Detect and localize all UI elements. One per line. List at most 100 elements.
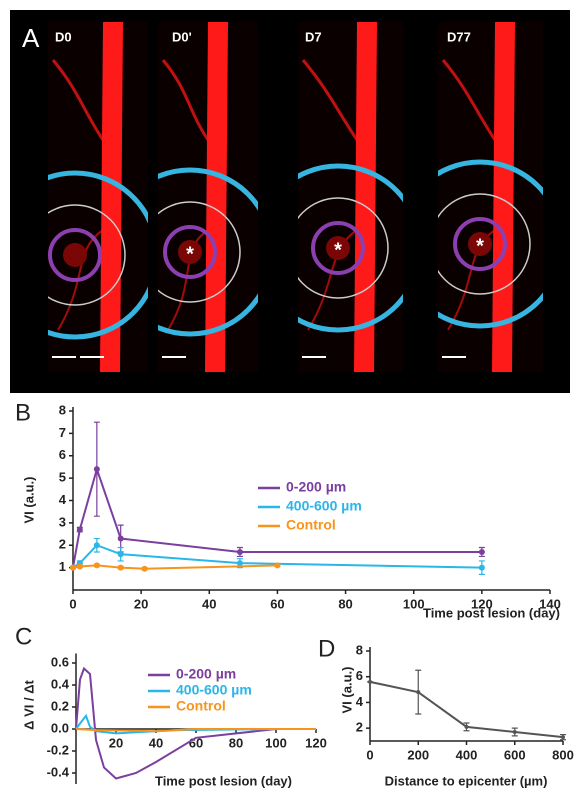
x-tick-label: 0 <box>366 747 373 762</box>
vessel-branch <box>51 59 105 141</box>
data-point <box>236 560 243 567</box>
image-label: D7 <box>305 29 322 44</box>
y-axis-label: Δ VI / Δt <box>21 679 36 729</box>
image-label: D0' <box>172 29 192 44</box>
y-tick-label: 0.4 <box>51 676 70 691</box>
lesion-spot <box>468 232 492 256</box>
x-tick-label: 120 <box>305 735 327 750</box>
micrograph <box>158 22 258 372</box>
middle-ring <box>158 201 241 303</box>
data-point <box>512 730 517 734</box>
lesion-mark: * <box>476 235 484 257</box>
y-tick-label: 1 <box>59 559 66 574</box>
x-tick-label: 100 <box>403 596 425 611</box>
y-tick-label: -0.4 <box>47 764 70 779</box>
vessel <box>205 22 228 372</box>
data-point <box>117 535 124 542</box>
y-tick-label: 7 <box>59 425 66 440</box>
x-tick-label: 60 <box>270 596 284 611</box>
y-tick-label: 6 <box>59 447 66 462</box>
series-line <box>72 465 482 568</box>
lesion-spot <box>178 240 202 264</box>
data-point <box>76 526 83 533</box>
x-tick-label: 80 <box>338 596 352 611</box>
legend-label: 0-200 µm <box>176 666 236 682</box>
x-tick-label: 20 <box>134 596 148 611</box>
panel-label: C <box>15 623 32 650</box>
series-line <box>75 666 277 780</box>
panel-label: B <box>15 399 31 426</box>
data-point <box>141 565 148 572</box>
data-point <box>478 548 485 555</box>
lesion-mark: * <box>334 239 342 261</box>
image-label: D0 <box>55 29 72 44</box>
legend-label: 400-600 µm <box>176 682 252 698</box>
data-point <box>70 564 76 571</box>
x-tick-label: 800 <box>552 747 574 762</box>
inner-ring <box>163 225 217 279</box>
image-label: D77 <box>447 29 471 44</box>
data-point <box>464 724 469 729</box>
data-point <box>117 564 124 571</box>
data-point <box>561 735 565 740</box>
data-point <box>93 562 100 569</box>
outer-ring <box>438 159 543 329</box>
micrograph <box>48 22 148 372</box>
y-tick-label: 3 <box>59 514 66 529</box>
inner-ring <box>48 228 102 282</box>
x-tick-label: 40 <box>149 735 163 750</box>
vessel-branch <box>301 59 359 141</box>
y-axis-label: VI (a.u.) <box>339 667 354 714</box>
panel-label: A <box>22 23 40 53</box>
x-tick-label: 100 <box>265 735 287 750</box>
x-tick-label: 40 <box>202 596 216 611</box>
data-point <box>478 564 485 571</box>
outer-ring <box>158 167 258 337</box>
legend-label: Control <box>176 698 226 714</box>
middle-ring <box>298 197 389 299</box>
data-point <box>117 551 124 558</box>
y-tick-label: 2 <box>356 720 363 735</box>
x-tick-label: 0 <box>69 596 76 611</box>
y-tick-label: 4 <box>356 694 364 709</box>
y-tick-label: 0.0 <box>51 720 69 735</box>
inner-ring <box>311 221 365 275</box>
y-tick-label: 2 <box>59 537 66 552</box>
micrograph <box>438 22 543 372</box>
vessel <box>100 22 123 372</box>
x-axis-label: Time post lesion (day) <box>155 773 292 788</box>
legend-label: 400-600 µm <box>286 498 362 514</box>
data-point <box>236 548 243 555</box>
x-axis-label: Distance to epicenter (µm) <box>385 773 548 788</box>
x-tick-label: 120 <box>471 596 493 611</box>
data-point <box>93 466 100 473</box>
lesion-spot <box>63 243 87 267</box>
y-tick-label: -0.2 <box>47 742 69 757</box>
data-point <box>274 562 281 569</box>
y-axis-label: VI (a.u.) <box>21 477 36 524</box>
series-line <box>75 728 316 733</box>
panel-label: D <box>318 635 335 662</box>
legend-label: 0-200 µm <box>286 479 346 495</box>
vessel-branch <box>161 59 210 141</box>
data-point <box>416 690 421 695</box>
legend-label: Control <box>286 517 336 533</box>
x-tick-label: 600 <box>504 747 526 762</box>
outer-ring <box>48 170 148 340</box>
data-point <box>93 542 100 549</box>
vessel-branch <box>441 59 497 141</box>
series-line <box>72 564 278 570</box>
data-point <box>76 563 83 570</box>
vessel-branch <box>307 229 358 331</box>
middle-ring <box>438 193 531 295</box>
y-tick-label: 8 <box>356 642 363 657</box>
y-tick-label: 4 <box>59 492 67 507</box>
y-tick-label: 8 <box>59 402 66 417</box>
lesion-mark: * <box>186 243 194 265</box>
y-tick-label: 6 <box>356 668 363 683</box>
outer-ring <box>298 163 403 333</box>
x-tick-label: 400 <box>456 747 478 762</box>
x-axis-label: Time post lesion (day) <box>423 605 560 620</box>
y-tick-label: 0.6 <box>51 654 69 669</box>
